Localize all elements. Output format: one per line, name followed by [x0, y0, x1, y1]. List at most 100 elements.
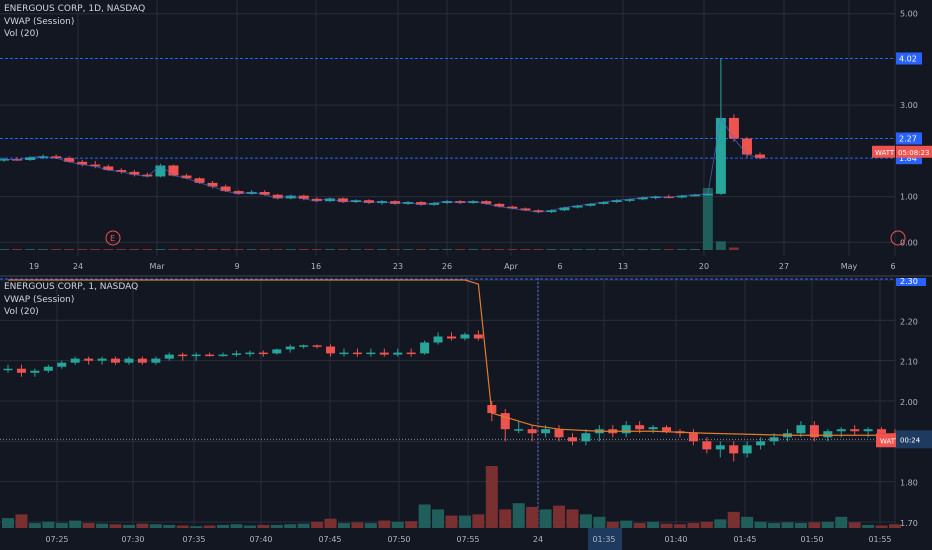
daily-candle-body — [715, 117, 726, 194]
daily-symbol-title[interactable]: ENERGOUS CORP, 1D, NASDAQ — [4, 4, 146, 14]
intraday-volume-bar — [472, 514, 485, 528]
intraday-volume-bar — [499, 509, 512, 528]
intraday-candle-body — [151, 358, 161, 363]
daily-volume-bar — [324, 249, 335, 250]
daily-volume-bar — [259, 249, 270, 250]
daily-candle-body — [311, 198, 322, 202]
daily-chart-canvas[interactable]: 5.00 3.00 1.00 0.00 4.02 2.27 1.84 E WATT 05:08:2… — [0, 0, 932, 256]
daily-x-tick-label: 26 — [442, 262, 452, 271]
intraday-volume-bar — [714, 519, 727, 528]
intraday-x-tick-label: 07:25 — [45, 535, 68, 544]
pane-separator[interactable] — [0, 275, 932, 277]
intraday-volume-bar — [351, 522, 364, 528]
daily-x-tick-label: 6 — [557, 262, 562, 271]
daily-volume-bar — [233, 249, 244, 250]
intraday-candle-body — [648, 427, 658, 430]
intraday-vol-legend[interactable]: Vol (20) — [4, 307, 39, 317]
daily-volume-bar — [520, 249, 531, 250]
countdown-label: 05:08:23 — [898, 149, 929, 157]
daily-volume-bar — [689, 249, 700, 250]
intraday-volume-bar — [620, 520, 633, 528]
daily-candle-body — [181, 175, 192, 179]
level-price-tag — [896, 52, 922, 65]
daily-volume-bar — [598, 249, 609, 250]
intraday-vwap-legend[interactable]: VWAP (Session) — [4, 294, 75, 305]
intraday-candle-body — [231, 353, 241, 355]
intraday-candle-body — [702, 441, 712, 450]
intraday-candle-body — [809, 425, 819, 438]
daily-y-tick-label: 0.00 — [900, 238, 918, 247]
intraday-volume-bar — [270, 524, 283, 528]
daily-vwap-legend[interactable]: VWAP (Session) — [4, 16, 75, 27]
daily-volume-bar — [116, 249, 127, 250]
daily-chart-pane[interactable]: 5.00 3.00 1.00 0.00 4.02 2.27 1.84 E WATT 05:08:2… — [0, 0, 932, 256]
daily-volume-bar — [194, 249, 205, 250]
daily-x-tick-label: May — [841, 262, 858, 271]
intraday-time-axis-canvas[interactable]: 07:25 07:30 07:35 07:40 07:45 07:50 07:55 24 01:… — [0, 528, 932, 550]
intraday-candle-body — [836, 429, 846, 432]
level-price-label: 4.02 — [899, 55, 917, 64]
intraday-candle-body — [581, 433, 591, 442]
intraday-volume-bar — [673, 524, 686, 528]
intraday-candle-body — [500, 413, 510, 430]
intraday-volume-bar — [606, 521, 619, 528]
intraday-candle-body — [258, 352, 268, 355]
intraday-symbol-title[interactable]: ENERGOUS CORP, 1, NASDAQ — [4, 282, 139, 292]
daily-volume-bar — [64, 249, 75, 250]
intraday-candle-body — [514, 429, 524, 431]
daily-candle-body — [116, 170, 127, 172]
intraday-x-tick-label: 07:55 — [456, 535, 479, 544]
daily-volume-bar — [51, 249, 62, 250]
daily-x-tick-label: 16 — [311, 262, 321, 271]
daily-candle-body — [520, 208, 531, 211]
daily-time-axis[interactable]: 19 24 Mar 9 16 23 26 Apr 6 13 20 27 May 6 — [0, 256, 932, 278]
intraday-candle-body — [850, 429, 860, 432]
intraday-volume-bar — [190, 526, 203, 528]
daily-candle-body — [676, 195, 687, 198]
intraday-x-tick-label: 07:35 — [182, 535, 205, 544]
intraday-volume-bar — [566, 509, 579, 528]
daily-vol-legend[interactable]: Vol (20) — [4, 29, 39, 39]
intraday-volume-bar — [579, 514, 592, 528]
daily-time-axis-canvas[interactable]: 19 24 Mar 9 16 23 26 Apr 6 13 20 27 May 6 — [0, 256, 932, 278]
daily-candle-body — [481, 201, 492, 204]
intraday-candle-body — [312, 345, 322, 347]
intraday-volume-bar — [794, 523, 807, 528]
daily-candle-body — [468, 201, 479, 203]
intraday-volume-bar — [203, 525, 216, 528]
intraday-volume-bar — [28, 523, 41, 528]
daily-candle-body — [363, 200, 374, 203]
daily-candle-body — [624, 199, 635, 201]
daily-candle-body — [64, 158, 75, 162]
daily-x-tick-label: 19 — [29, 262, 39, 271]
intraday-x-tick-label: 07:45 — [318, 535, 341, 544]
daily-volume-bar — [611, 249, 622, 250]
daily-volume-bar — [285, 249, 296, 250]
intraday-volume-bar — [808, 522, 821, 528]
daily-volume-bar — [702, 188, 713, 250]
daily-volume-bar — [337, 249, 348, 250]
daily-candle-body — [298, 195, 309, 199]
intraday-candle-body — [863, 429, 873, 432]
ticker-symbol-label: WATT — [875, 149, 895, 157]
daily-volume-bar — [298, 249, 309, 250]
intraday-candle-body — [178, 354, 188, 357]
intraday-volume-bar — [862, 524, 875, 528]
intraday-time-axis[interactable]: 07:25 07:30 07:35 07:40 07:45 07:50 07:55 24 01:… — [0, 528, 932, 550]
intraday-candle-body — [272, 349, 282, 354]
daily-candle-body — [546, 210, 557, 213]
intraday-volume-bar — [768, 523, 781, 528]
intraday-volume-bar — [727, 511, 740, 528]
intraday-candle-body — [621, 425, 631, 434]
intraday-volume-bar — [445, 515, 458, 528]
daily-candle-body — [455, 201, 466, 203]
daily-candle-body — [207, 182, 218, 187]
intraday-y-tick-label: 2.10 — [900, 358, 918, 367]
intraday-ticker-label: WATT — [880, 437, 900, 445]
intraday-volume-bar — [324, 518, 337, 528]
intraday-volume-bar — [230, 524, 243, 528]
daily-candle-body — [755, 154, 765, 159]
daily-volume-bar — [272, 249, 283, 250]
